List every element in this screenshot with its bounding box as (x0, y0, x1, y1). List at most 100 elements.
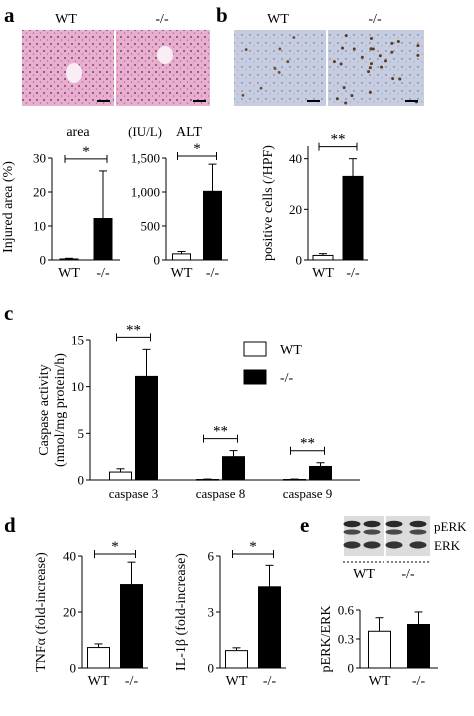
panel-a-images: WT -/- (22, 12, 210, 106)
chart-positive-cells: 0 20 40 positive cells (/HPF) WT -/- ** (261, 132, 368, 281)
chart-title: area (66, 125, 90, 140)
dab-dot (369, 62, 373, 66)
bar-0 (59, 258, 79, 261)
panel-b-images: WT -/- (234, 12, 424, 106)
scale-bar-wt (97, 100, 110, 102)
bar-1 (309, 465, 332, 481)
dab-dot (390, 50, 394, 54)
positive-cell-dots (241, 34, 420, 105)
y-tick-label: 0.6 (338, 603, 355, 618)
dab-dot (350, 94, 354, 98)
blot-band (343, 541, 361, 549)
dab-dot (398, 77, 402, 81)
y-axis-label: Injured area (%) (1, 161, 16, 253)
chart-caspase-activity: 0 5 10 15 Caspase activity (nmol/mg protein/h… (37, 322, 360, 501)
legend-label: WT (280, 343, 302, 358)
sig-label: ** (331, 132, 346, 148)
scale-bar-wt (307, 100, 320, 102)
blot-band (363, 529, 381, 535)
dab-dot (278, 47, 282, 51)
sig-label: * (249, 539, 257, 555)
bar-0 (312, 254, 334, 261)
y-tick-label: 0 (208, 661, 215, 676)
image-label-wt: WT (55, 12, 77, 27)
panel-label-e: e (300, 513, 309, 537)
panel-label-a: a (4, 3, 15, 27)
y-axis-label-2: (nmol/mg protein/h) (53, 353, 68, 467)
unit-label: (IU/L) (128, 124, 162, 139)
y-axis-label: Caspase activity (37, 364, 52, 455)
dab-dot (383, 59, 387, 63)
dab-dot (335, 97, 339, 101)
dab-dot (416, 53, 420, 57)
blot-band (409, 529, 427, 535)
bar-1 (135, 375, 158, 481)
legend-label: -/- (280, 371, 294, 386)
x-tick-label: WT (171, 266, 193, 281)
bar-0 (87, 647, 110, 669)
x-tick-label: -/- (96, 266, 110, 281)
bar-0 (109, 471, 132, 481)
y-tick-label: 40 (289, 151, 302, 166)
chart-il1b: 0 3 6 IL-1β (fold-increase) WT -/- * (174, 539, 286, 689)
blot-band (343, 529, 361, 535)
x-tick-label: WT (312, 266, 334, 281)
dab-dot (368, 90, 372, 94)
legend: WT -/- (243, 341, 302, 386)
blot-band (363, 541, 381, 549)
y-tick-label: 0 (348, 661, 355, 676)
x-tick-label: -/- (263, 674, 277, 689)
blot-band (409, 541, 427, 549)
blot-band (409, 520, 427, 528)
y-tick-label: 40 (63, 549, 76, 564)
x-tick-label: caspase 8 (196, 486, 245, 501)
y-tick-label: 0.3 (338, 632, 354, 647)
dab-dot (259, 86, 263, 90)
y-tick-label: 0 (154, 253, 161, 268)
blot-group-wt: WT (353, 567, 375, 582)
he-micrograph-ko (116, 30, 210, 106)
dab-dot (378, 54, 382, 58)
image-label-ko: -/- (155, 12, 169, 27)
bar-0 (225, 650, 248, 669)
dab-dot (369, 47, 373, 51)
dab-dot (277, 70, 281, 74)
dab-dot (273, 67, 277, 70)
y-axis-label: TNFα (fold-increase) (34, 552, 49, 672)
band-label-perk: pERK (434, 519, 467, 534)
y-tick-label: 20 (289, 202, 302, 217)
panel-label-c: c (4, 301, 13, 325)
x-tick-label: WT (226, 674, 248, 689)
scale-bar-ko (193, 100, 206, 102)
dab-dot (339, 62, 343, 66)
x-tick-label: caspase 9 (283, 486, 332, 501)
y-tick-label: 5 (78, 426, 85, 441)
dab-dot (416, 44, 420, 48)
y-tick-label: 0 (40, 253, 47, 268)
sig-label: * (111, 539, 119, 555)
x-tick-label: -/- (412, 674, 426, 689)
blot-bands (343, 520, 427, 549)
sig-label: ** (126, 322, 141, 338)
image-label-ko: -/- (368, 12, 382, 27)
sig-label: * (82, 144, 90, 160)
y-tick-label: 10 (71, 379, 84, 394)
dab-dot (360, 55, 364, 59)
bar-1 (203, 190, 222, 261)
sig-label: ** (213, 424, 228, 440)
dab-dot (332, 60, 336, 64)
chart-alt: 0 500 1,000 1,500 ALT (IU/L) WT -/- * (128, 124, 228, 281)
dab-dot (371, 47, 375, 51)
legend-swatch (243, 341, 267, 357)
dab-dot (352, 47, 356, 51)
blot-band (385, 529, 403, 535)
x-tick-label: caspase 3 (109, 486, 158, 501)
dab-dot (390, 41, 394, 45)
sig-label: * (193, 141, 201, 157)
dab-dot (369, 36, 373, 40)
dab-dot (367, 70, 371, 74)
bar-0 (368, 630, 391, 669)
bar-1 (407, 624, 430, 669)
dab-dot (286, 60, 290, 63)
blot-group-ko: -/- (401, 567, 415, 582)
